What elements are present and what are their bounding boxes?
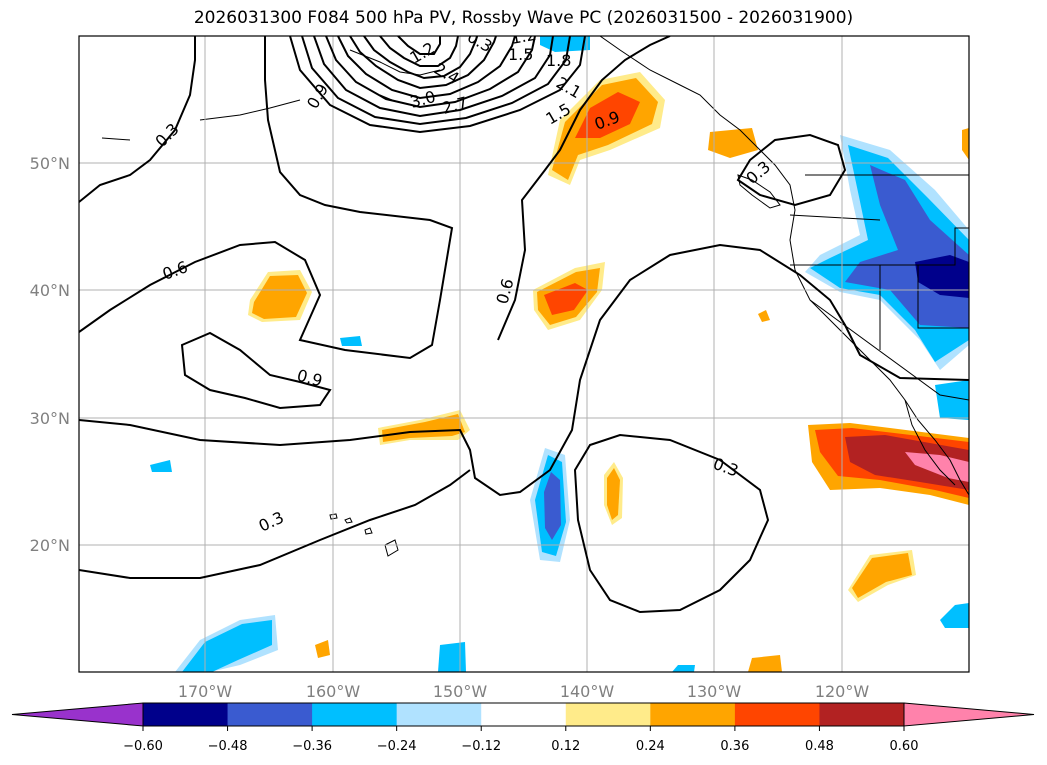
colorbar-tick-label: −0.12 [461,739,501,754]
anomaly-small-cyan-west [150,460,172,472]
anomaly-subtropical-band-core [382,414,465,442]
contour-high-9 [397,36,441,55]
vancouver-island [737,174,781,209]
colorbar-segment [143,703,229,726]
lon-label-170w: 170°W [178,682,233,701]
colorbar-tick-label: 0.12 [551,739,580,754]
contour-0.3-north [79,36,196,203]
colorbar-tick-label: −0.36 [292,739,332,754]
colorbar-tick-label: −0.60 [123,739,163,754]
north-america-coast [599,36,969,496]
contour-0.3-south [79,469,471,579]
alaska-islands [101,49,441,141]
colorbar-segment [396,703,482,726]
colorbar-segment [481,703,567,726]
contour-high-6 [349,36,497,90]
state-border-4 [809,299,969,401]
lat-label-40n: 40°N [30,281,70,300]
anomaly-central-south-blue [544,472,561,540]
anomaly-south-cyan-4 [672,665,695,672]
hawaii-islands [329,513,399,557]
contour-0.3-closed-south [573,433,770,614]
colorbar-segment [734,703,820,726]
map-content: 0.3 0.6 0.9 0.6 0.9 0.3 0.3 0.3 1.5 1.8 … [79,25,969,672]
anomaly-west-orange-core [252,275,307,319]
contour-0.9-closed [180,331,332,410]
lat-label-20n: 20°N [30,536,70,555]
anomaly-small-orange-east [758,310,770,322]
lon-label-160w: 160°W [306,682,361,701]
contour-0.6-east [497,36,671,341]
colorbar-tick-label: 0.48 [805,739,834,754]
state-border-3 [879,265,969,350]
anomaly-pnw-small-orange [962,128,969,160]
lat-label-50n: 50°N [30,154,70,173]
contour-0.3-pnw-closed [736,133,847,207]
contour-0.3-subtropical [79,243,969,497]
colorbar-extend-high [903,702,1035,727]
contour-high-4 [325,36,536,109]
colorbar-segment [819,703,905,726]
lon-label-120w: 120°W [815,682,870,701]
colorbar-frame [142,702,905,727]
kauai [329,513,338,520]
contour-high-5 [337,36,516,100]
anomaly-gulf-alaska-red [575,92,640,138]
colorbar-tick-label: 0.60 [890,739,919,754]
anomaly-baja-darkred [845,435,969,490]
contour-high-1 [289,36,586,134]
gridlines [79,36,969,672]
colorbar: −0.60 −0.48 −0.36 −0.24 −0.12 0.12 0.24 0.36 0.4… [11,702,1035,754]
hawaii-big-island [384,539,399,557]
anomaly-south-cyan-2 [438,642,466,672]
shaded-anomalies [150,36,969,672]
anomaly-baja-pink [905,452,969,482]
anomaly-south-orange-2-core [852,553,912,598]
anomaly-west-us-navy [915,255,969,298]
colorbar-extend-low [11,702,144,727]
anomaly-south-orange-small [315,640,330,658]
colorbar-tick-label: −0.24 [377,739,417,754]
contour-high-7 [363,36,478,80]
anomaly-central-red [544,283,588,315]
anomaly-south-cyan-3 [940,603,969,628]
map-title: 2026031300 F084 500 hPa PV, Rossby Wave … [193,8,854,28]
contour-label: 1.2 [509,25,537,48]
colorbar-segment [650,703,736,726]
contour-label: 1.8 [546,51,571,70]
anomaly-south-orange-3 [748,655,782,672]
longitude-labels: 170°W 160°W 150°W 140°W 130°W 120°W [178,682,870,701]
contour-high-3 [313,36,554,118]
anomaly-central-south-orange-core [607,468,620,520]
map-frame [78,35,970,673]
contour-high-2 [301,36,571,126]
colorbar-tick-label: 0.36 [720,739,749,754]
coastlines [101,36,969,496]
lon-label-130w: 130°W [687,682,742,701]
state-border-5 [789,214,881,221]
anomaly-california-cyan [935,380,969,420]
lon-label-150w: 150°W [433,682,488,701]
map-background [79,36,969,672]
baja-coast [904,399,956,486]
colorbar-segment [312,703,398,726]
lon-label-140w: 140°W [560,682,615,701]
colorbar-segment [227,703,313,726]
lat-label-30n: 30°N [30,409,70,428]
latitude-labels: 50°N 40°N 30°N 20°N [30,154,70,555]
anomaly-small-cyan-central [340,336,362,346]
colorbar-tick-label: 0.24 [636,739,665,754]
contour-high-8 [379,36,459,67]
state-border-2 [790,227,969,266]
colorbar-segment [565,703,651,726]
maui [364,527,373,535]
oahu [344,517,353,524]
contour-label: 1.5 [508,45,533,64]
colorbar-tick-label: −0.48 [208,739,248,754]
pv-contours [79,36,969,614]
contour-0.6-wide [79,36,454,360]
